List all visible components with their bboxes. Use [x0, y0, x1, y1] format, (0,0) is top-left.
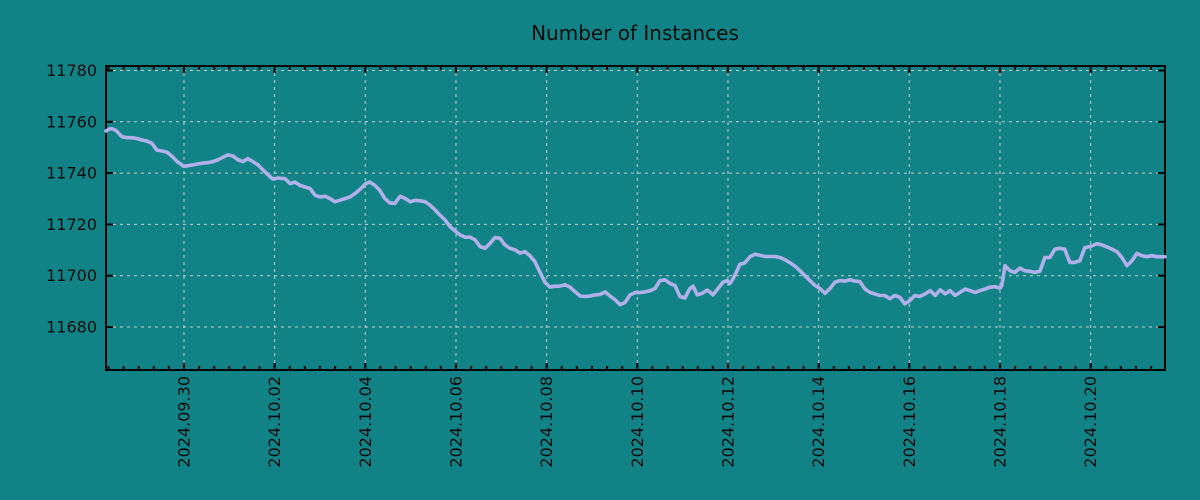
x-tick-label: 2024.10.16 — [900, 376, 919, 468]
chart-title: Number of Instances — [531, 21, 739, 45]
instances-line — [104, 126, 1167, 307]
y-tick-label: 11720 — [46, 215, 97, 234]
y-tick-label: 11780 — [46, 61, 97, 80]
x-tick-label: 2024.10.02 — [265, 376, 284, 468]
x-tick-label: 2024.10.20 — [1081, 376, 1100, 468]
x-tick-label: 2024.10.12 — [718, 376, 737, 468]
y-tick-label: 11680 — [46, 318, 97, 337]
x-tick-label: 2024.10.14 — [809, 376, 828, 468]
y-tick-label: 11760 — [46, 112, 97, 131]
x-tick-label: 2024.10.18 — [990, 376, 1009, 468]
x-tick-label: 2024.10.06 — [446, 376, 465, 468]
x-tick-label: 2024.09.30 — [174, 376, 193, 468]
y-tick-label: 11740 — [46, 164, 97, 183]
x-tick-label: 2024.10.10 — [628, 376, 647, 468]
x-tick-label: 2024.10.08 — [537, 376, 556, 468]
y-tick-label: 11700 — [46, 266, 97, 285]
axis-border — [105, 65, 1166, 371]
x-tick-label: 2024.10.04 — [356, 376, 375, 468]
